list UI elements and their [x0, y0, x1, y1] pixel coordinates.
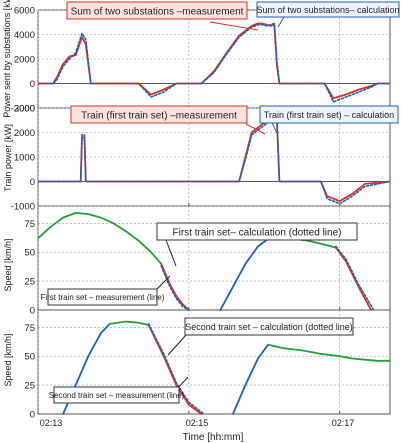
calculation-line	[147, 323, 205, 415]
x-axis-label: Time [hh:mm]	[183, 432, 244, 443]
measurement-line	[147, 324, 203, 415]
callout-box	[259, 105, 399, 124]
y-tick-label: 2000	[14, 128, 35, 139]
y-axis-label: Speed [km/h]	[3, 333, 13, 386]
measurement-line	[108, 320, 150, 326]
y-tick-label: 25	[24, 381, 35, 392]
y-tick-label: 0	[30, 410, 35, 421]
callout-leader	[271, 122, 278, 134]
measurement-line	[219, 236, 272, 311]
callout-text: Sum of two substations– calculation	[256, 5, 399, 15]
y-tick-label: 0	[30, 306, 35, 317]
y-tick-label: 1000	[14, 153, 35, 164]
y-tick-label: 50	[24, 352, 35, 363]
y-tick-label: -1000	[11, 202, 35, 213]
y-tick-label: 6000	[14, 6, 35, 17]
x-tick-label: 02:15	[186, 418, 209, 428]
callout-train-measurement: Train (first train set) –measurement	[70, 105, 266, 135]
series-layer	[38, 22, 390, 415]
y-tick-label: 3000	[14, 104, 35, 115]
callout-sum-calculation: Sum of two substations– calculation	[256, 1, 400, 28]
callout-sum-measurement: Sum of two substations –measurement	[66, 1, 259, 31]
y-tick-label: 75	[24, 219, 35, 230]
callout-text: Second train set – calculation (dotted l…	[185, 322, 353, 332]
callout-text: First train set– calculation (dotted lin…	[173, 228, 342, 239]
y-tick-label: 50	[24, 248, 35, 259]
callout-box	[66, 1, 248, 20]
callout-leader	[155, 275, 171, 291]
x-tick-label: 02:17	[332, 418, 355, 428]
y-tick-label: 25	[24, 277, 35, 288]
calculation-line	[38, 22, 390, 103]
callout-second-train-calculation: Second train set – calculation (dotted l…	[167, 317, 354, 356]
callout-leader	[167, 334, 187, 356]
calculation-line	[335, 245, 375, 311]
y-axis-label: Power sent by substations [kW]	[2, 0, 12, 118]
callout-first-train-calculation: First train set– calculation (dotted lin…	[156, 222, 358, 267]
callout-leader	[209, 21, 259, 31]
measurement-line	[335, 246, 372, 311]
callout-box	[70, 105, 248, 124]
measurement-line	[232, 343, 269, 415]
ticks-layer: -2000 0 2000 4000 6000 -1000 0 1000 2000 3000 0 25 5…	[11, 6, 341, 421]
y-tick-label: 75	[24, 323, 35, 334]
callout-first-train-measurement: First train set – measurement (line)	[40, 275, 171, 306]
callout-text: Train (first train set) –measurement	[81, 111, 237, 122]
callout-text: Sum of two substations –measurement	[71, 7, 244, 18]
y-tick-label: 4000	[14, 30, 35, 41]
y-tick-label: 2000	[14, 55, 35, 66]
y-tick-label: 0	[30, 79, 35, 90]
callout-box	[184, 317, 354, 336]
callout-box	[47, 288, 158, 306]
y-axis-label: Speed [km/h]	[3, 238, 13, 291]
callout-box	[53, 386, 180, 404]
callout-box	[156, 222, 358, 241]
callout-leader	[277, 16, 285, 28]
calculation-line	[38, 117, 390, 205]
callout-text: First train set – measurement (line)	[40, 293, 164, 302]
callout-leader	[177, 376, 189, 389]
x-tick-label: 02:13	[40, 418, 63, 428]
measurement-line	[160, 262, 190, 311]
callout-leader	[245, 123, 266, 135]
y-axis-label: Train power [kW]	[3, 124, 13, 192]
measurement-line	[267, 343, 390, 362]
callout-leader	[165, 239, 177, 267]
callout-text: Second train set – measurement (line)	[49, 391, 185, 400]
measurement-line	[38, 212, 163, 265]
callout-text: Train (first train set) – calculation	[264, 110, 394, 120]
callout-second-train-measurement: Second train set – measurement (line)	[49, 376, 189, 404]
y-tick-label: -2000	[11, 104, 35, 115]
calculation-line	[160, 265, 190, 311]
y-tick-label: 0	[30, 177, 35, 188]
callout-box	[256, 1, 400, 18]
callout-train-calculation: Train (first train set) – calculation	[259, 105, 399, 134]
